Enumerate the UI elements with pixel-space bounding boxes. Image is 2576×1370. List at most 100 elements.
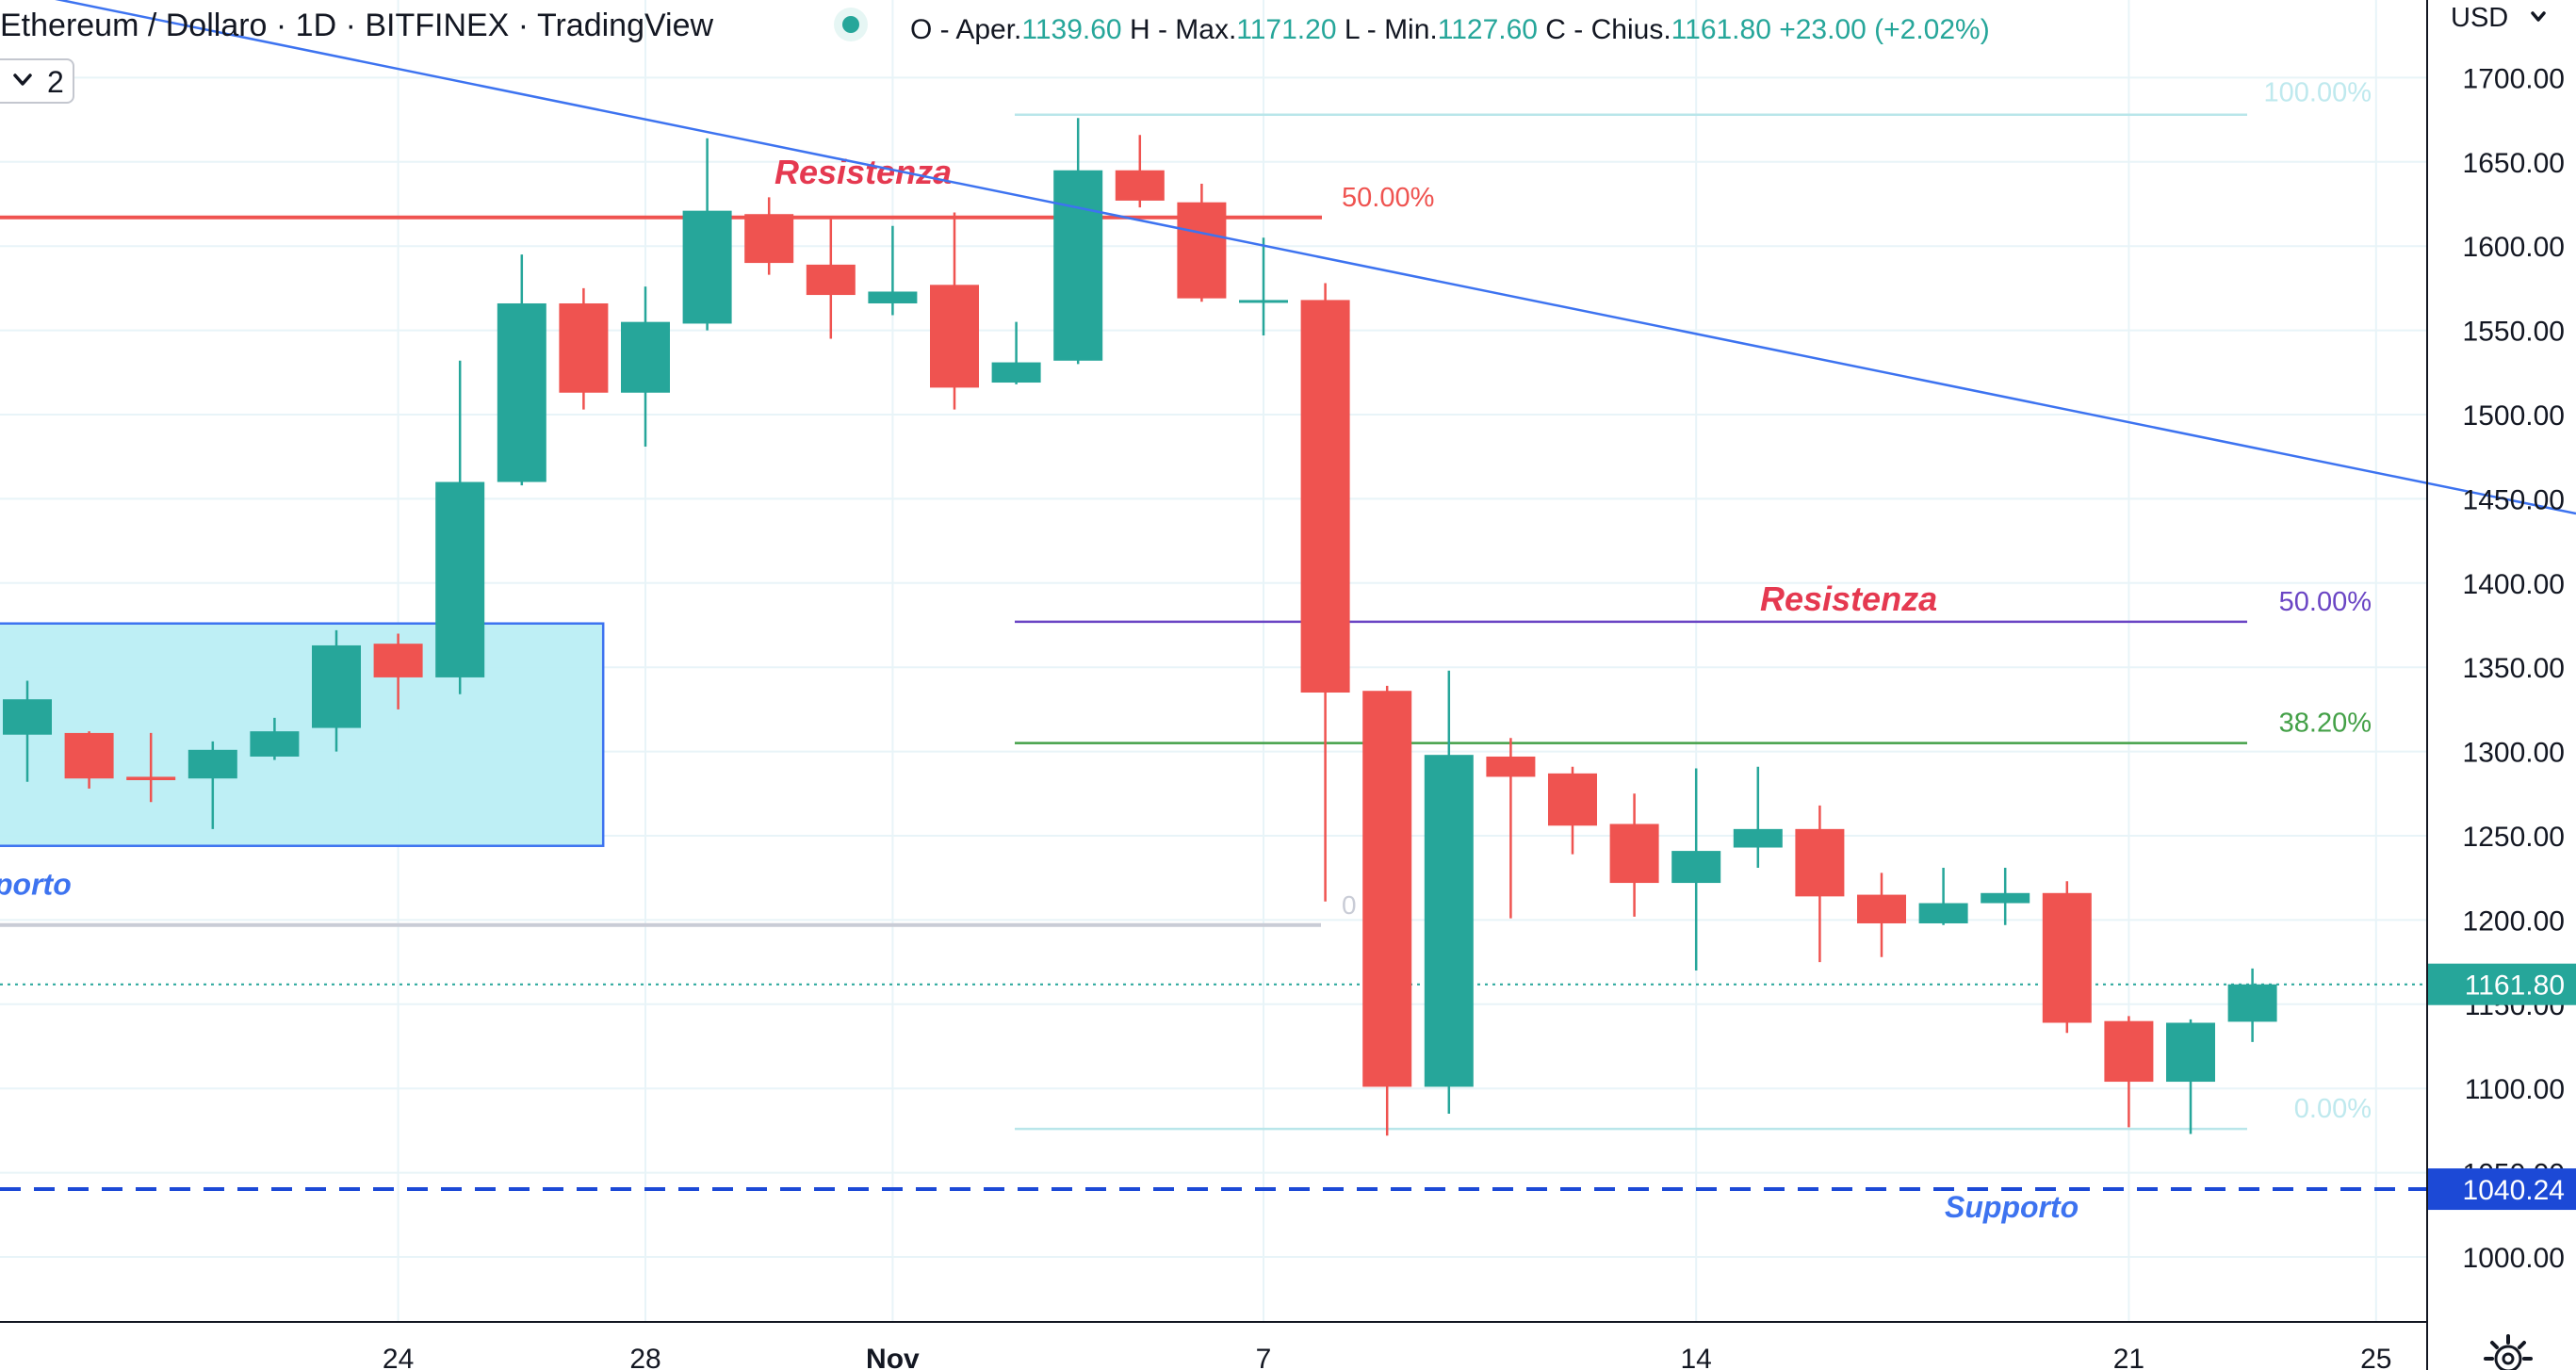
candle[interactable] [1548,766,1597,855]
chevron-down-icon [13,73,32,86]
candle[interactable] [312,629,361,752]
candle-body [991,362,1041,383]
candle[interactable] [497,254,546,486]
currency-label: USD [2451,3,2508,33]
candle-body [930,285,979,388]
candle-body [1981,892,2030,904]
status-dot-inner-icon [842,16,859,33]
candle-body [64,732,114,779]
candle[interactable] [187,741,237,829]
candle[interactable] [1671,768,1721,971]
settings-gear-icon[interactable] [2484,1334,2533,1370]
candle[interactable] [2042,881,2092,1034]
candle[interactable] [1795,805,1845,963]
y-tick-label: 1650.00 [2463,148,2565,179]
y-tick-label: 1200.00 [2463,905,2565,937]
x-tick-label: 7 [1256,1344,1272,1370]
ohlc-values: O - Aper.1139.60 H - Max.1171.20 L - Min… [910,14,1990,45]
candle[interactable] [2227,968,2277,1042]
candle[interactable] [1300,283,1350,902]
ohlc-value: 1171.20 [1236,14,1336,45]
candle-body [1053,170,1103,361]
candle-body [1115,170,1165,201]
candle[interactable] [559,287,609,410]
support-price-tag-text: 1040.24 [2463,1175,2565,1206]
indicator-count: 2 [47,65,64,99]
trendline[interactable] [0,0,2576,515]
candle-body [497,302,546,482]
y-tick-label: 1300.00 [2463,738,2565,769]
candle[interactable] [1857,873,1906,957]
support-label: Supporto [1945,1190,2079,1224]
candle[interactable] [3,680,52,782]
ohlc-label: L - Min. [1337,14,1438,45]
candle[interactable] [435,360,485,694]
candle-body [312,644,361,728]
candle[interactable] [250,717,300,760]
candle-body [3,699,52,735]
candle[interactable] [126,732,176,803]
candle-body [868,291,918,303]
candle-body [806,264,856,296]
candle-body [1362,691,1412,1087]
ohlc-label: C - Chius. [1538,14,1671,45]
x-tick-label: 25 [2360,1344,2391,1370]
candle[interactable] [64,731,114,789]
candle[interactable] [930,212,979,410]
candle-body [2104,1020,2154,1083]
candle[interactable] [1486,738,1536,919]
candle[interactable] [1733,766,1783,868]
gray-level-label: 0 [1342,890,1357,920]
y-tick-label: 1700.00 [2463,63,2565,94]
y-tick-label: 1400.00 [2463,569,2565,600]
candle[interactable] [1115,135,1165,208]
y-tick-label: 1600.00 [2463,232,2565,263]
resistance-level-label: 50.00% [1342,183,1434,213]
chevron-down-icon [2531,11,2546,22]
candle[interactable] [373,633,423,709]
candle[interactable] [1424,670,1474,1115]
candle-body [187,749,237,779]
candle[interactable] [1053,118,1103,365]
candle[interactable] [868,225,918,316]
resistance-label: Resistenza [774,153,952,191]
candle-body [1795,828,1845,897]
candle-body [1486,756,1536,777]
candle-body [621,321,670,393]
x-tick-label: 24 [383,1344,414,1370]
y-tick-label: 1350.00 [2463,653,2565,684]
candle-body [1300,300,1350,693]
candle[interactable] [1609,793,1659,917]
ohlc-label: H - Max. [1122,14,1237,45]
candle[interactable] [1981,867,2030,925]
ohlc-value: 1161.80 [1671,14,1771,45]
candle[interactable] [991,321,1041,384]
candle[interactable] [744,197,794,275]
candle-body [1733,828,1783,848]
candle[interactable] [682,138,732,331]
candle-body [2166,1022,2215,1083]
candle[interactable] [806,219,856,339]
ohlc-change: +23.00 (+2.02%) [1771,14,1990,45]
y-tick-label: 1000.00 [2463,1243,2565,1274]
candle[interactable] [2104,1016,2154,1128]
support-price-tag: 1040.24 [2428,1168,2576,1211]
candles-layer [3,118,2277,1136]
ohlc-value: 1127.60 [1438,14,1538,45]
header: Ethereum / Dollaro · 1D · BITFINEX · Tra… [0,8,1990,104]
fib-level-label: 100.00% [2264,78,2372,108]
candle[interactable] [2166,1019,2215,1134]
candle-body [1548,773,1597,826]
candle[interactable] [1239,237,1288,335]
support-zone-label: porto [0,868,72,902]
x-tick-label: 14 [1681,1344,1712,1370]
candle[interactable] [621,286,670,447]
candle[interactable] [1918,867,1968,925]
price-scale-header[interactable]: USD [2451,3,2546,33]
candle-body [1609,824,1659,884]
candle[interactable] [1177,184,1227,302]
candle[interactable] [1362,685,1412,1136]
drawings-back-layer: porto 0 100.00% 50.00% 38.20% 0.00% [0,78,2427,1192]
indicator-toggle-button[interactable]: 2 [0,58,74,104]
